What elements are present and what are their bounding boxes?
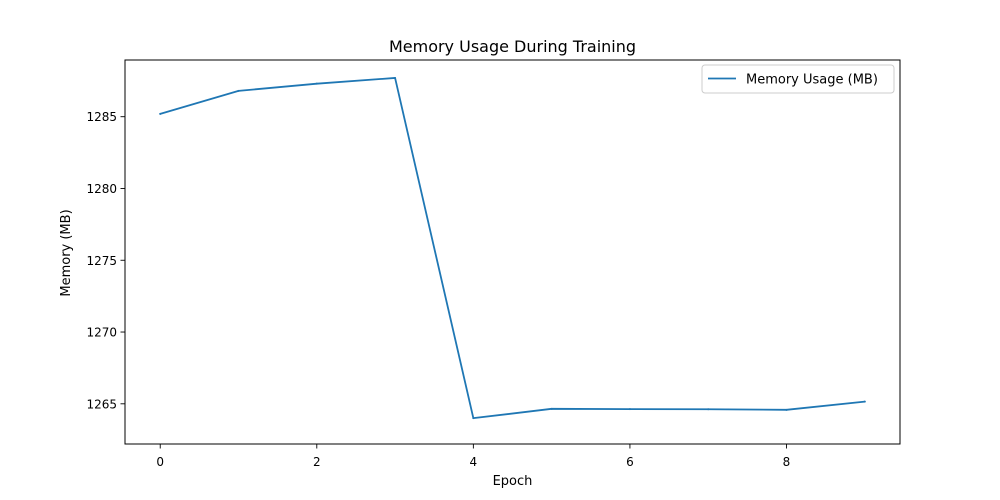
y-tick-label: 1285 [86, 110, 117, 124]
series-line-0 [159, 77, 866, 420]
plot-frame [124, 59, 901, 445]
y-axis-label: Memory (MB) [59, 209, 74, 296]
chart-title: Memory Usage During Training [389, 37, 636, 56]
data-point [707, 408, 710, 411]
data-point [394, 76, 397, 79]
data-point [550, 407, 553, 410]
data-point [159, 112, 162, 115]
legend-box [701, 64, 895, 94]
x-tick-label: 4 [470, 455, 478, 469]
data-point [785, 408, 788, 411]
x-axis-label: Epoch [493, 474, 533, 489]
data-point [628, 408, 631, 411]
data-point [315, 82, 318, 85]
legend: Memory Usage (MB) [701, 64, 895, 94]
legend-series-label: Memory Usage (MB) [746, 73, 878, 88]
data-point [237, 89, 240, 92]
x-tick-label: 8 [783, 455, 791, 469]
plot-area [159, 76, 866, 420]
y-tick-label: 1265 [86, 397, 117, 411]
x-tick-label: 2 [313, 455, 321, 469]
y-tick-label: 1275 [86, 254, 117, 268]
y-tick-label: 1280 [86, 182, 117, 196]
data-point [863, 400, 866, 403]
axes: 0 2 4 6 8 1265 1270 1275 1280 1285 [86, 59, 901, 469]
data-point [472, 417, 475, 420]
x-tick-label: 0 [156, 455, 164, 469]
x-tick-label: 6 [626, 455, 634, 469]
y-tick-label: 1270 [86, 326, 117, 340]
